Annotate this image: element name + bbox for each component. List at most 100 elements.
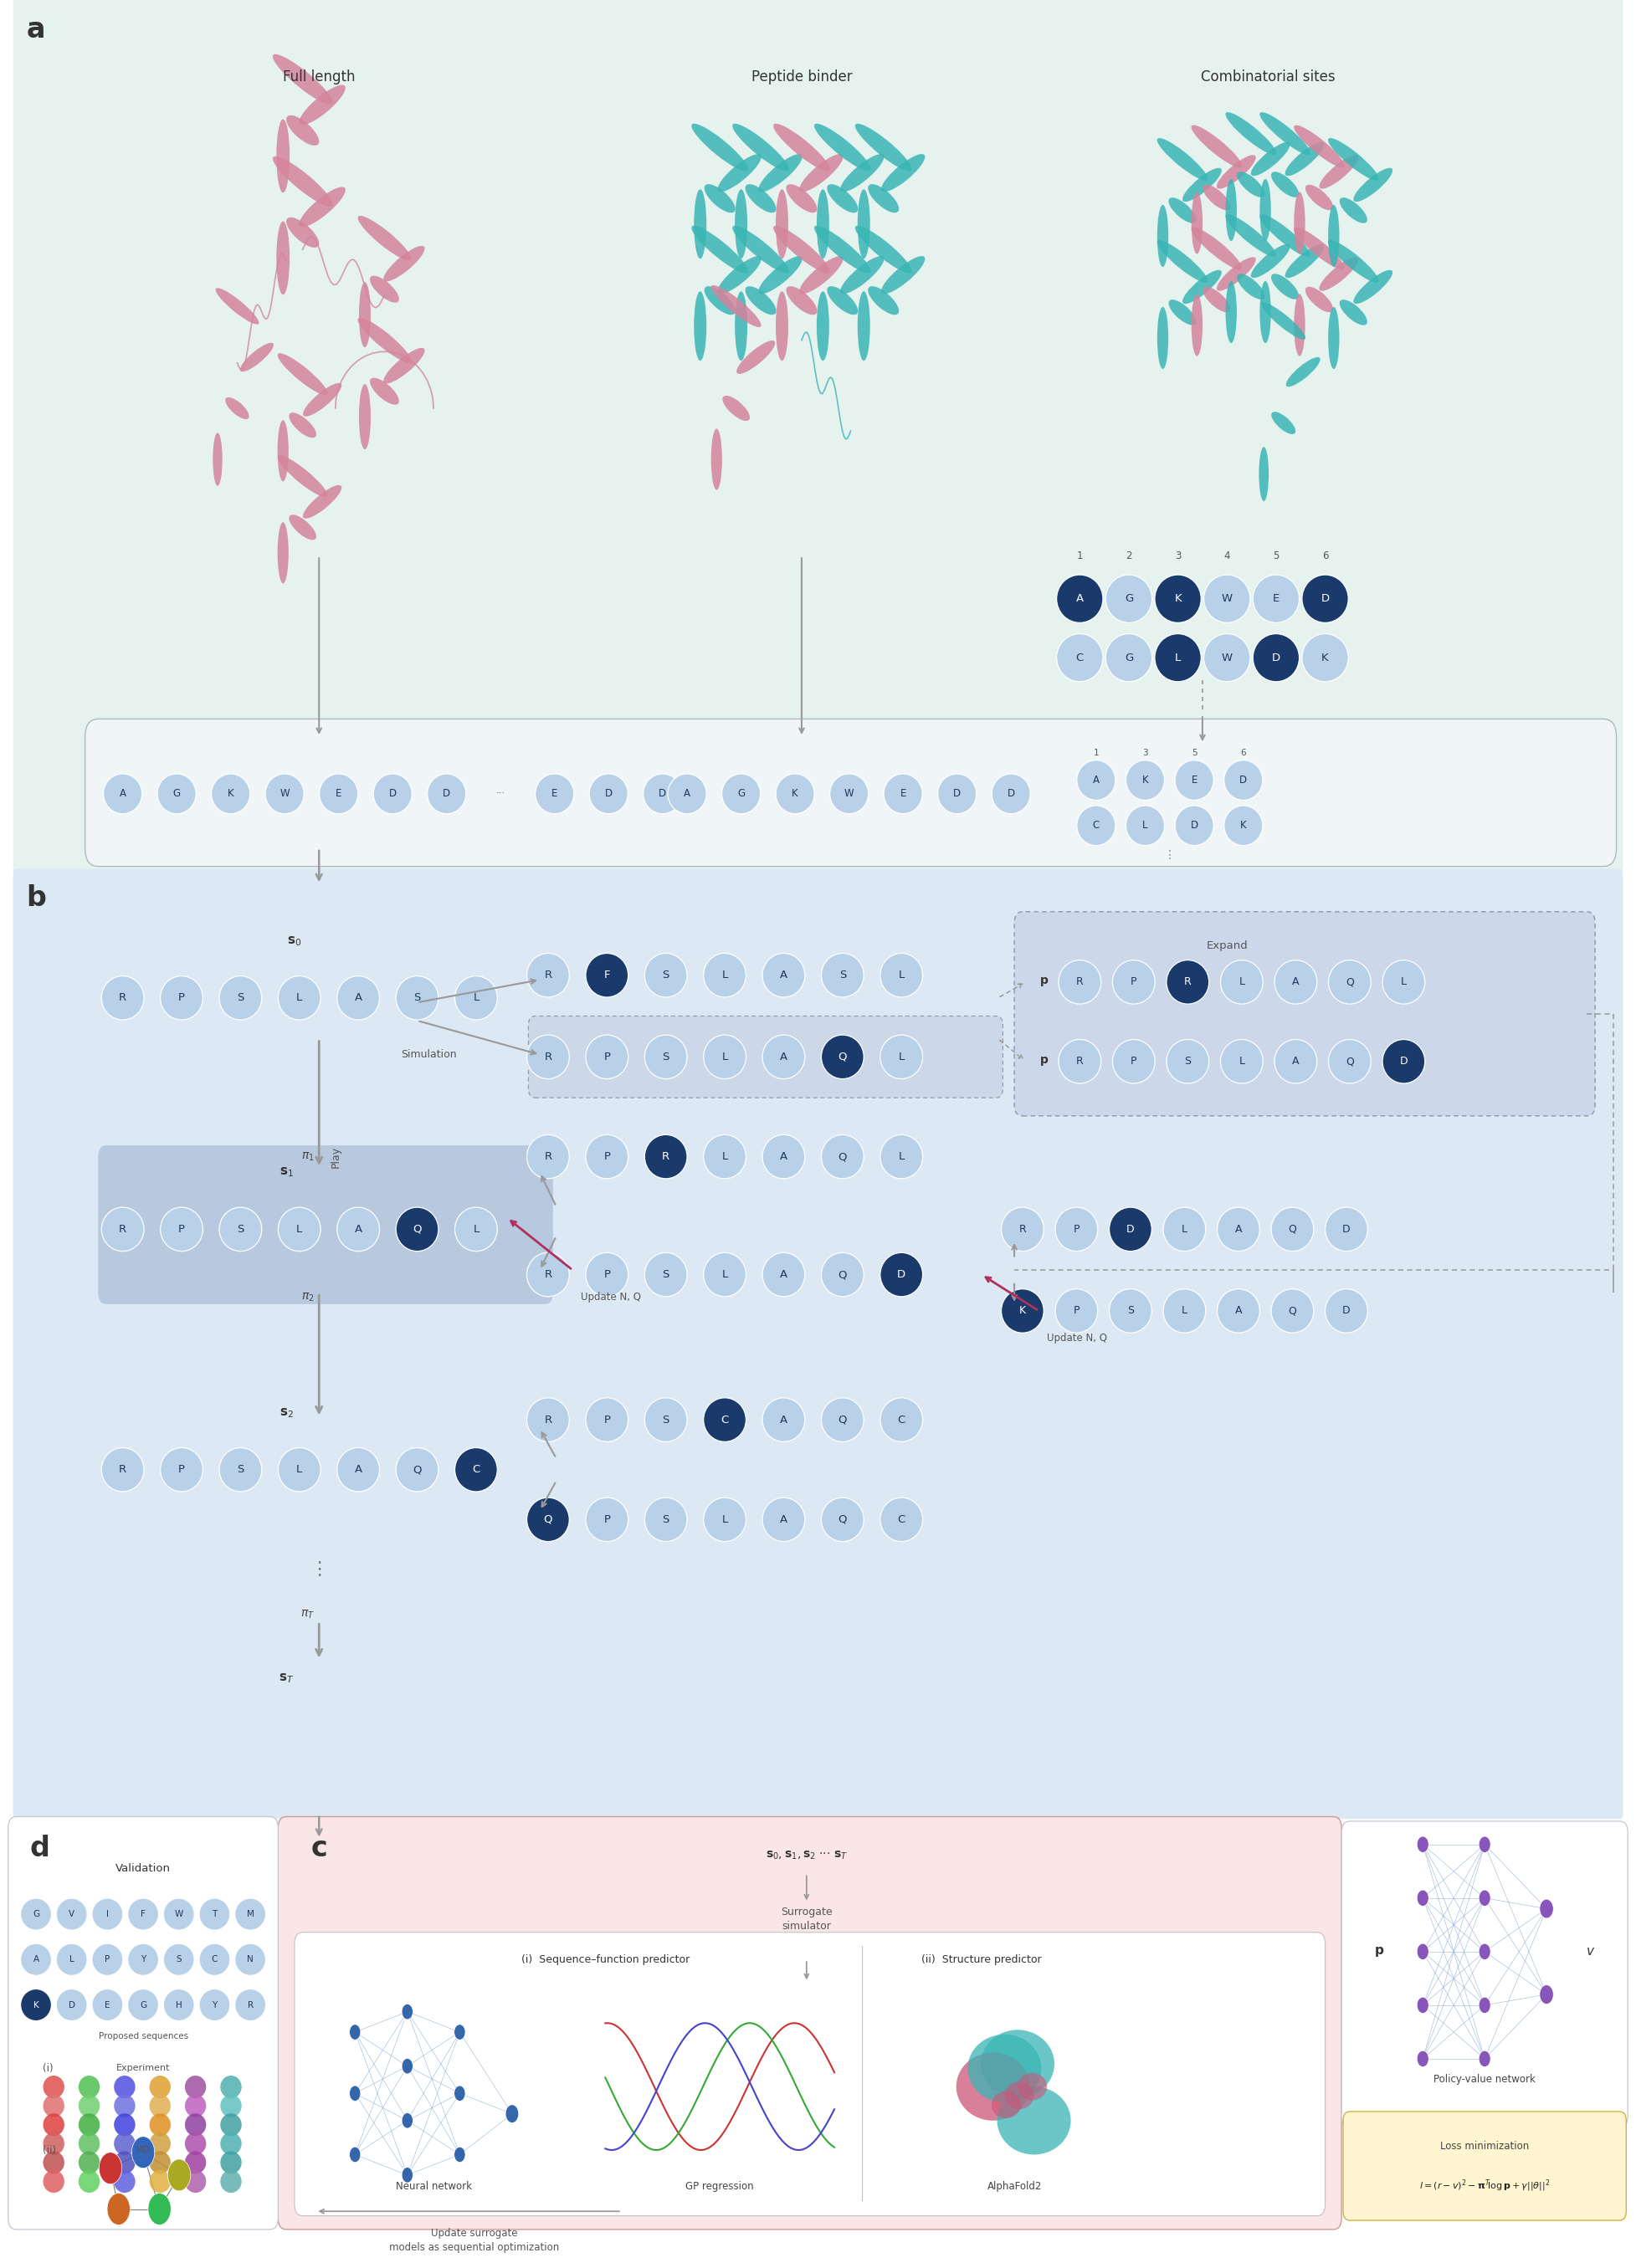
Text: A: A <box>355 993 362 1002</box>
Text: Full length: Full length <box>283 70 355 84</box>
Ellipse shape <box>1220 1039 1263 1084</box>
Circle shape <box>455 2025 465 2039</box>
Text: L: L <box>721 1515 728 1524</box>
Ellipse shape <box>236 1989 265 2021</box>
Ellipse shape <box>692 125 748 170</box>
Text: P: P <box>1073 1306 1080 1315</box>
Text: A: A <box>780 971 787 980</box>
Text: K: K <box>1175 594 1181 603</box>
Text: W: W <box>844 789 854 798</box>
Text: L: L <box>296 1465 303 1474</box>
Text: S: S <box>1127 1306 1134 1315</box>
Text: L: L <box>1238 1057 1245 1066</box>
Ellipse shape <box>43 2132 64 2155</box>
Ellipse shape <box>115 2150 136 2173</box>
Text: S: S <box>237 993 244 1002</box>
Ellipse shape <box>1217 1288 1260 1334</box>
Text: Proposed sequences: Proposed sequences <box>98 2032 188 2041</box>
Ellipse shape <box>21 1898 51 1930</box>
Ellipse shape <box>1260 447 1268 501</box>
Ellipse shape <box>1302 574 1348 624</box>
Ellipse shape <box>829 773 869 814</box>
Ellipse shape <box>1328 240 1379 284</box>
Text: L: L <box>898 971 905 980</box>
Circle shape <box>350 2148 360 2161</box>
Text: $\pi_T$: $\pi_T$ <box>301 1608 314 1622</box>
Text: E: E <box>551 789 558 798</box>
Ellipse shape <box>1005 2082 1034 2109</box>
Ellipse shape <box>1294 125 1345 168</box>
Ellipse shape <box>645 1134 687 1179</box>
Ellipse shape <box>273 156 332 206</box>
Ellipse shape <box>1168 197 1196 222</box>
Ellipse shape <box>278 354 327 395</box>
Ellipse shape <box>821 1397 864 1442</box>
Ellipse shape <box>92 1989 123 2021</box>
Ellipse shape <box>1106 633 1152 683</box>
Ellipse shape <box>991 773 1031 814</box>
Ellipse shape <box>236 1944 265 1975</box>
Text: A: A <box>1292 978 1299 987</box>
Ellipse shape <box>586 1034 628 1080</box>
Ellipse shape <box>1163 1207 1206 1252</box>
Ellipse shape <box>160 1447 203 1492</box>
Text: K: K <box>792 789 798 798</box>
Circle shape <box>350 2087 360 2100</box>
Ellipse shape <box>226 397 249 420</box>
Ellipse shape <box>337 975 380 1021</box>
Ellipse shape <box>79 2132 100 2155</box>
Text: R: R <box>545 1270 551 1279</box>
Text: 6: 6 <box>1322 551 1328 560</box>
Ellipse shape <box>1271 1288 1314 1334</box>
Ellipse shape <box>1106 574 1152 624</box>
Text: A: A <box>684 789 690 798</box>
Circle shape <box>1479 1944 1490 1960</box>
Ellipse shape <box>712 429 721 490</box>
Ellipse shape <box>645 953 687 998</box>
Text: Y: Y <box>141 1955 146 1964</box>
Ellipse shape <box>149 2170 170 2193</box>
Ellipse shape <box>278 420 288 481</box>
Ellipse shape <box>880 1034 923 1080</box>
Ellipse shape <box>164 1944 195 1975</box>
Ellipse shape <box>149 2075 170 2098</box>
Ellipse shape <box>762 1034 805 1080</box>
Ellipse shape <box>774 125 829 170</box>
Ellipse shape <box>164 1898 195 1930</box>
Ellipse shape <box>278 1447 321 1492</box>
Ellipse shape <box>278 975 321 1021</box>
Ellipse shape <box>185 2170 206 2193</box>
Ellipse shape <box>286 116 319 145</box>
Ellipse shape <box>278 1207 321 1252</box>
Ellipse shape <box>1155 574 1201 624</box>
Ellipse shape <box>1225 281 1237 342</box>
Ellipse shape <box>856 227 911 272</box>
Ellipse shape <box>1294 227 1345 270</box>
Ellipse shape <box>775 188 789 259</box>
FancyBboxPatch shape <box>8 1817 278 2229</box>
Ellipse shape <box>219 975 262 1021</box>
Text: d: d <box>29 1835 49 1862</box>
Text: L: L <box>1175 653 1181 662</box>
Circle shape <box>98 2152 121 2184</box>
Text: Surrogate
simulator: Surrogate simulator <box>780 1905 833 1932</box>
Text: S: S <box>414 993 420 1002</box>
Ellipse shape <box>21 1989 51 2021</box>
Ellipse shape <box>160 975 203 1021</box>
Ellipse shape <box>816 188 829 259</box>
Text: 5: 5 <box>1273 551 1279 560</box>
Text: Q: Q <box>838 1515 847 1524</box>
Ellipse shape <box>1294 295 1306 356</box>
FancyBboxPatch shape <box>278 1817 1342 2229</box>
Ellipse shape <box>1306 286 1333 313</box>
Ellipse shape <box>370 379 399 404</box>
Circle shape <box>455 2148 465 2161</box>
Text: L: L <box>721 1270 728 1279</box>
Text: Q: Q <box>1345 978 1355 987</box>
Text: Update N, Q: Update N, Q <box>1047 1334 1108 1343</box>
Ellipse shape <box>1001 1207 1044 1252</box>
Text: R: R <box>663 1152 669 1161</box>
Ellipse shape <box>880 1252 923 1297</box>
Ellipse shape <box>1126 805 1165 846</box>
Text: R: R <box>1184 978 1191 987</box>
